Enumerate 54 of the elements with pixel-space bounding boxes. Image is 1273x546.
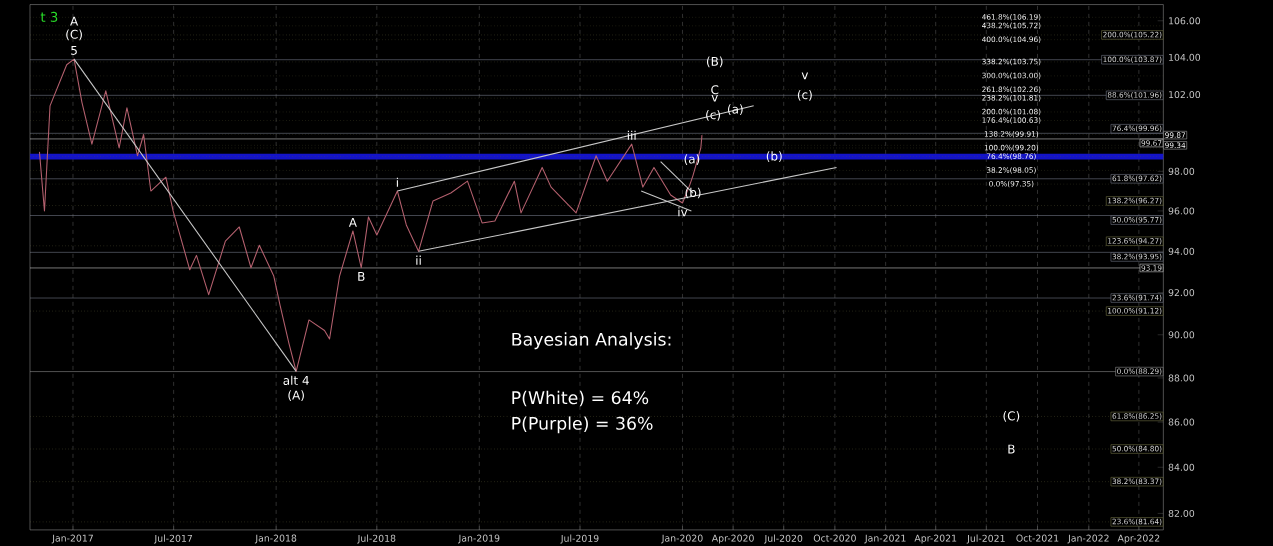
annotation: (c) bbox=[797, 89, 812, 101]
y-tick-label: 88.00 bbox=[1168, 374, 1195, 382]
annotation: t 3 bbox=[40, 11, 58, 22]
annotation: (c) bbox=[706, 110, 721, 121]
y-tick-label: 98.00 bbox=[1168, 167, 1195, 175]
annotation: (C) bbox=[1003, 411, 1020, 422]
y-tick-label: 94.00 bbox=[1168, 247, 1195, 255]
x-tick-label: Oct-2020 bbox=[813, 534, 856, 542]
annotation: A bbox=[348, 217, 357, 227]
annotation: P(Purple) = 36% bbox=[512, 416, 653, 434]
annotation: ii bbox=[416, 255, 421, 265]
x-tick-label: Jan-2019 bbox=[458, 534, 500, 544]
y-tick-label: 82.00 bbox=[1168, 509, 1195, 517]
annotation: Bayesian Analysis: bbox=[512, 332, 671, 350]
x-tick-label: Jul-2019 bbox=[560, 534, 599, 544]
x-tick-label: Apr-2021 bbox=[914, 534, 957, 544]
x-tick-label: Jul-2017 bbox=[153, 534, 193, 544]
annotation: A bbox=[70, 16, 79, 26]
x-tick-label: Jan-2021 bbox=[864, 534, 906, 544]
y-tick-label: 86.00 bbox=[1168, 418, 1195, 426]
annotation: P(White) = 64% bbox=[512, 390, 649, 407]
annotation: (C) bbox=[66, 29, 82, 41]
y-tick-label: 90.00 bbox=[1168, 331, 1195, 339]
annotation: i bbox=[396, 177, 398, 187]
y-tick-label: 92.00 bbox=[1168, 289, 1195, 297]
y-tick-label: 104.00 bbox=[1169, 53, 1201, 61]
x-tick-label: Jan-2020 bbox=[661, 534, 703, 544]
line-series bbox=[38, 58, 703, 372]
y-tick-label: 102.00 bbox=[1169, 91, 1201, 99]
x-tick-label: Jan-2018 bbox=[254, 534, 297, 544]
x-tick-label: Jan-2022 bbox=[1067, 534, 1109, 544]
annotation: v bbox=[801, 72, 809, 80]
annotation: iii bbox=[627, 130, 636, 140]
x-tick-label: Jan-2017 bbox=[51, 534, 93, 544]
annotation: alt 4 bbox=[283, 375, 309, 385]
x-tick-label: Apr-2022 bbox=[1117, 534, 1160, 544]
x-tick-label: Oct-2021 bbox=[1016, 534, 1059, 542]
annotation: (a) bbox=[684, 154, 700, 165]
x-tick-label: Jul-2018 bbox=[357, 534, 396, 544]
annotation: v bbox=[711, 94, 718, 102]
annotation: (B) bbox=[706, 56, 723, 68]
annotation: (A) bbox=[288, 390, 304, 402]
annotation: 5 bbox=[71, 45, 77, 55]
annotation: B bbox=[1008, 444, 1015, 454]
annotation: C bbox=[711, 85, 719, 95]
x-tick-label: Jul-2021 bbox=[966, 534, 1005, 544]
annotation: (b) bbox=[766, 151, 782, 163]
x-tick-label: Jul-2020 bbox=[764, 534, 803, 544]
annotation: B bbox=[358, 272, 365, 281]
y-tick-label: 84.00 bbox=[1168, 463, 1195, 471]
y-tick-label: 106.00 bbox=[1169, 17, 1201, 25]
annotation: iv bbox=[678, 207, 688, 217]
y-tick-label: 96.00 bbox=[1168, 207, 1195, 215]
x-tick-label: Apr-2020 bbox=[711, 534, 754, 544]
